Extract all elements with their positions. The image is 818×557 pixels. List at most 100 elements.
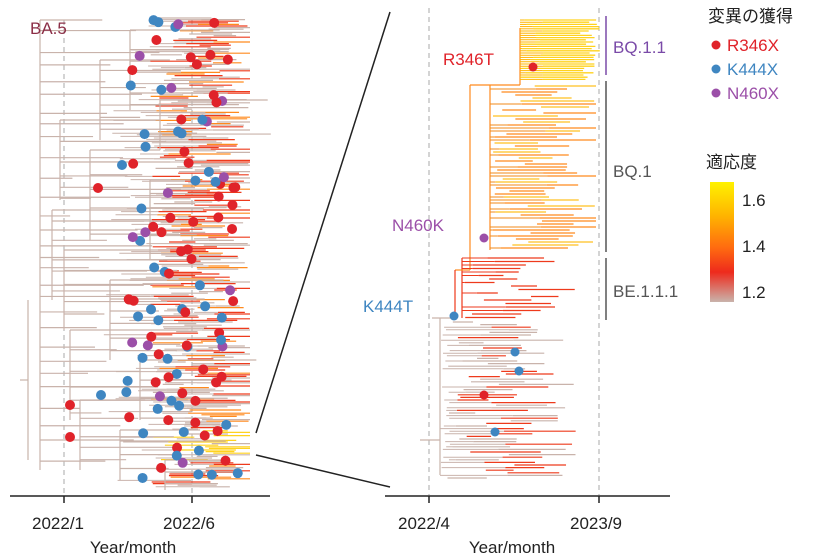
r346x-dot — [176, 114, 187, 125]
legend-label-k444x: K444X — [727, 60, 778, 79]
r346x-dot — [230, 182, 241, 193]
k444x-dot — [197, 114, 208, 125]
r346x-dot — [228, 296, 239, 307]
k444x-dot — [133, 311, 144, 322]
k444-marker-4 — [490, 427, 500, 437]
right-tick-label-1: 2022/4 — [398, 514, 450, 533]
n460x-dot — [127, 337, 138, 348]
r346x-dot — [183, 158, 194, 169]
k444x-dot — [121, 387, 132, 398]
k444x-dot — [148, 15, 159, 26]
r346x-dot — [65, 432, 75, 442]
r346x-dot — [156, 227, 167, 238]
r346x-dot — [165, 212, 176, 223]
k444x-dot — [138, 428, 149, 439]
r346x-dot — [213, 191, 224, 202]
n460x-dot — [177, 457, 188, 468]
r346x-dot — [185, 52, 196, 63]
n460x-dot — [166, 82, 177, 93]
r346x-dot — [205, 49, 216, 60]
k444x-dot — [200, 301, 211, 312]
left-mutation-dots — [65, 15, 243, 483]
k444x-dot — [174, 400, 185, 411]
k444x-dot — [153, 315, 164, 326]
r346x-dot — [188, 216, 199, 227]
r346x-dot — [151, 35, 162, 46]
r346x-dot — [220, 455, 231, 466]
k444x-dot — [152, 403, 163, 414]
r346x-dot — [198, 364, 209, 375]
lineage-label-ba5: BA.5 — [30, 19, 67, 38]
r346x-dot — [176, 246, 187, 257]
n460k-label: N460K — [392, 216, 445, 235]
k444x-dot — [146, 304, 157, 315]
n460x-dot — [162, 187, 173, 198]
k444x-dot — [193, 445, 204, 456]
r346x-dot — [222, 54, 233, 65]
n460x-dot — [154, 391, 165, 402]
r346x-dot — [163, 415, 174, 426]
k444x-dot — [173, 126, 184, 137]
k444x-dot — [122, 375, 133, 386]
right-tree-panel: R346T N460K K444T BQ.1.1 BQ.1 BE.1.1.1 2… — [363, 8, 678, 557]
r346x-dot — [124, 412, 135, 423]
k444x-dot — [136, 203, 147, 214]
fitness-tick-1-6: 1.6 — [742, 191, 766, 210]
k444-marker-3 — [514, 366, 524, 376]
right-tick-label-2: 2023/9 — [570, 514, 622, 533]
k444x-dot — [221, 419, 232, 430]
k444x-dot — [216, 312, 227, 323]
r346x-dot — [213, 212, 224, 223]
r346x-dot — [179, 146, 190, 157]
r346x-dot — [212, 426, 223, 437]
zoom-line-bottom — [255, 454, 391, 488]
r346t-label: R346T — [443, 50, 494, 69]
r346x-dot — [190, 395, 201, 406]
left-tree-panel: 2022/1 2022/6 Year/month BA.5 — [10, 15, 271, 557]
mutation-legend: 変異の獲得 R346X K444X N460X — [708, 7, 793, 103]
r346x-dot — [172, 442, 183, 453]
n460x-dot — [173, 19, 184, 30]
k444x-dot — [206, 469, 217, 480]
fitness-tick-1-2: 1.2 — [742, 283, 766, 302]
mutation-legend-title: 変異の獲得 — [708, 7, 793, 26]
r346x-dot — [65, 400, 75, 410]
r346x-dot — [163, 268, 174, 279]
fitness-colorbar — [710, 182, 734, 302]
n460x-dot — [127, 232, 138, 243]
n460k-marker — [479, 233, 489, 243]
zoom-line-top — [255, 11, 391, 434]
clade-label-bq11: BQ.1.1 — [613, 38, 666, 57]
r346x-dot — [127, 65, 138, 76]
r346x-dot — [190, 417, 201, 428]
r346x-dot — [180, 307, 191, 318]
fitness-legend: 適応度 1.6 1.4 1.2 — [706, 153, 766, 302]
k444t-label: K444T — [363, 297, 413, 316]
n460x-dot — [142, 340, 153, 351]
k444x-dot — [178, 426, 189, 437]
k444x-dot — [162, 353, 173, 364]
k444x-dot — [139, 129, 150, 140]
left-tree — [20, 17, 271, 490]
r346x-dot — [199, 430, 210, 441]
r346x-dot — [148, 221, 159, 232]
k444x-dot — [190, 175, 201, 186]
r346x-dot — [208, 90, 219, 101]
fitness-legend-title: 適応度 — [706, 153, 757, 172]
r346x-dot — [146, 331, 157, 342]
r346-marker-2 — [479, 390, 489, 400]
r346x-dot — [124, 294, 135, 305]
legend-dot-k444x — [711, 64, 721, 74]
k444x-dot — [156, 84, 167, 95]
k444x-dot — [193, 469, 204, 480]
legend-dot-n460x — [711, 88, 721, 98]
k444x-dot — [117, 160, 127, 170]
r346x-dot — [177, 388, 188, 399]
k444x-dot — [232, 468, 243, 479]
k444x-dot — [203, 166, 214, 177]
fitness-tick-1-4: 1.4 — [742, 237, 766, 256]
r346x-dot — [227, 223, 238, 234]
k444x-dot — [171, 368, 182, 379]
k444x-dot — [137, 472, 148, 483]
